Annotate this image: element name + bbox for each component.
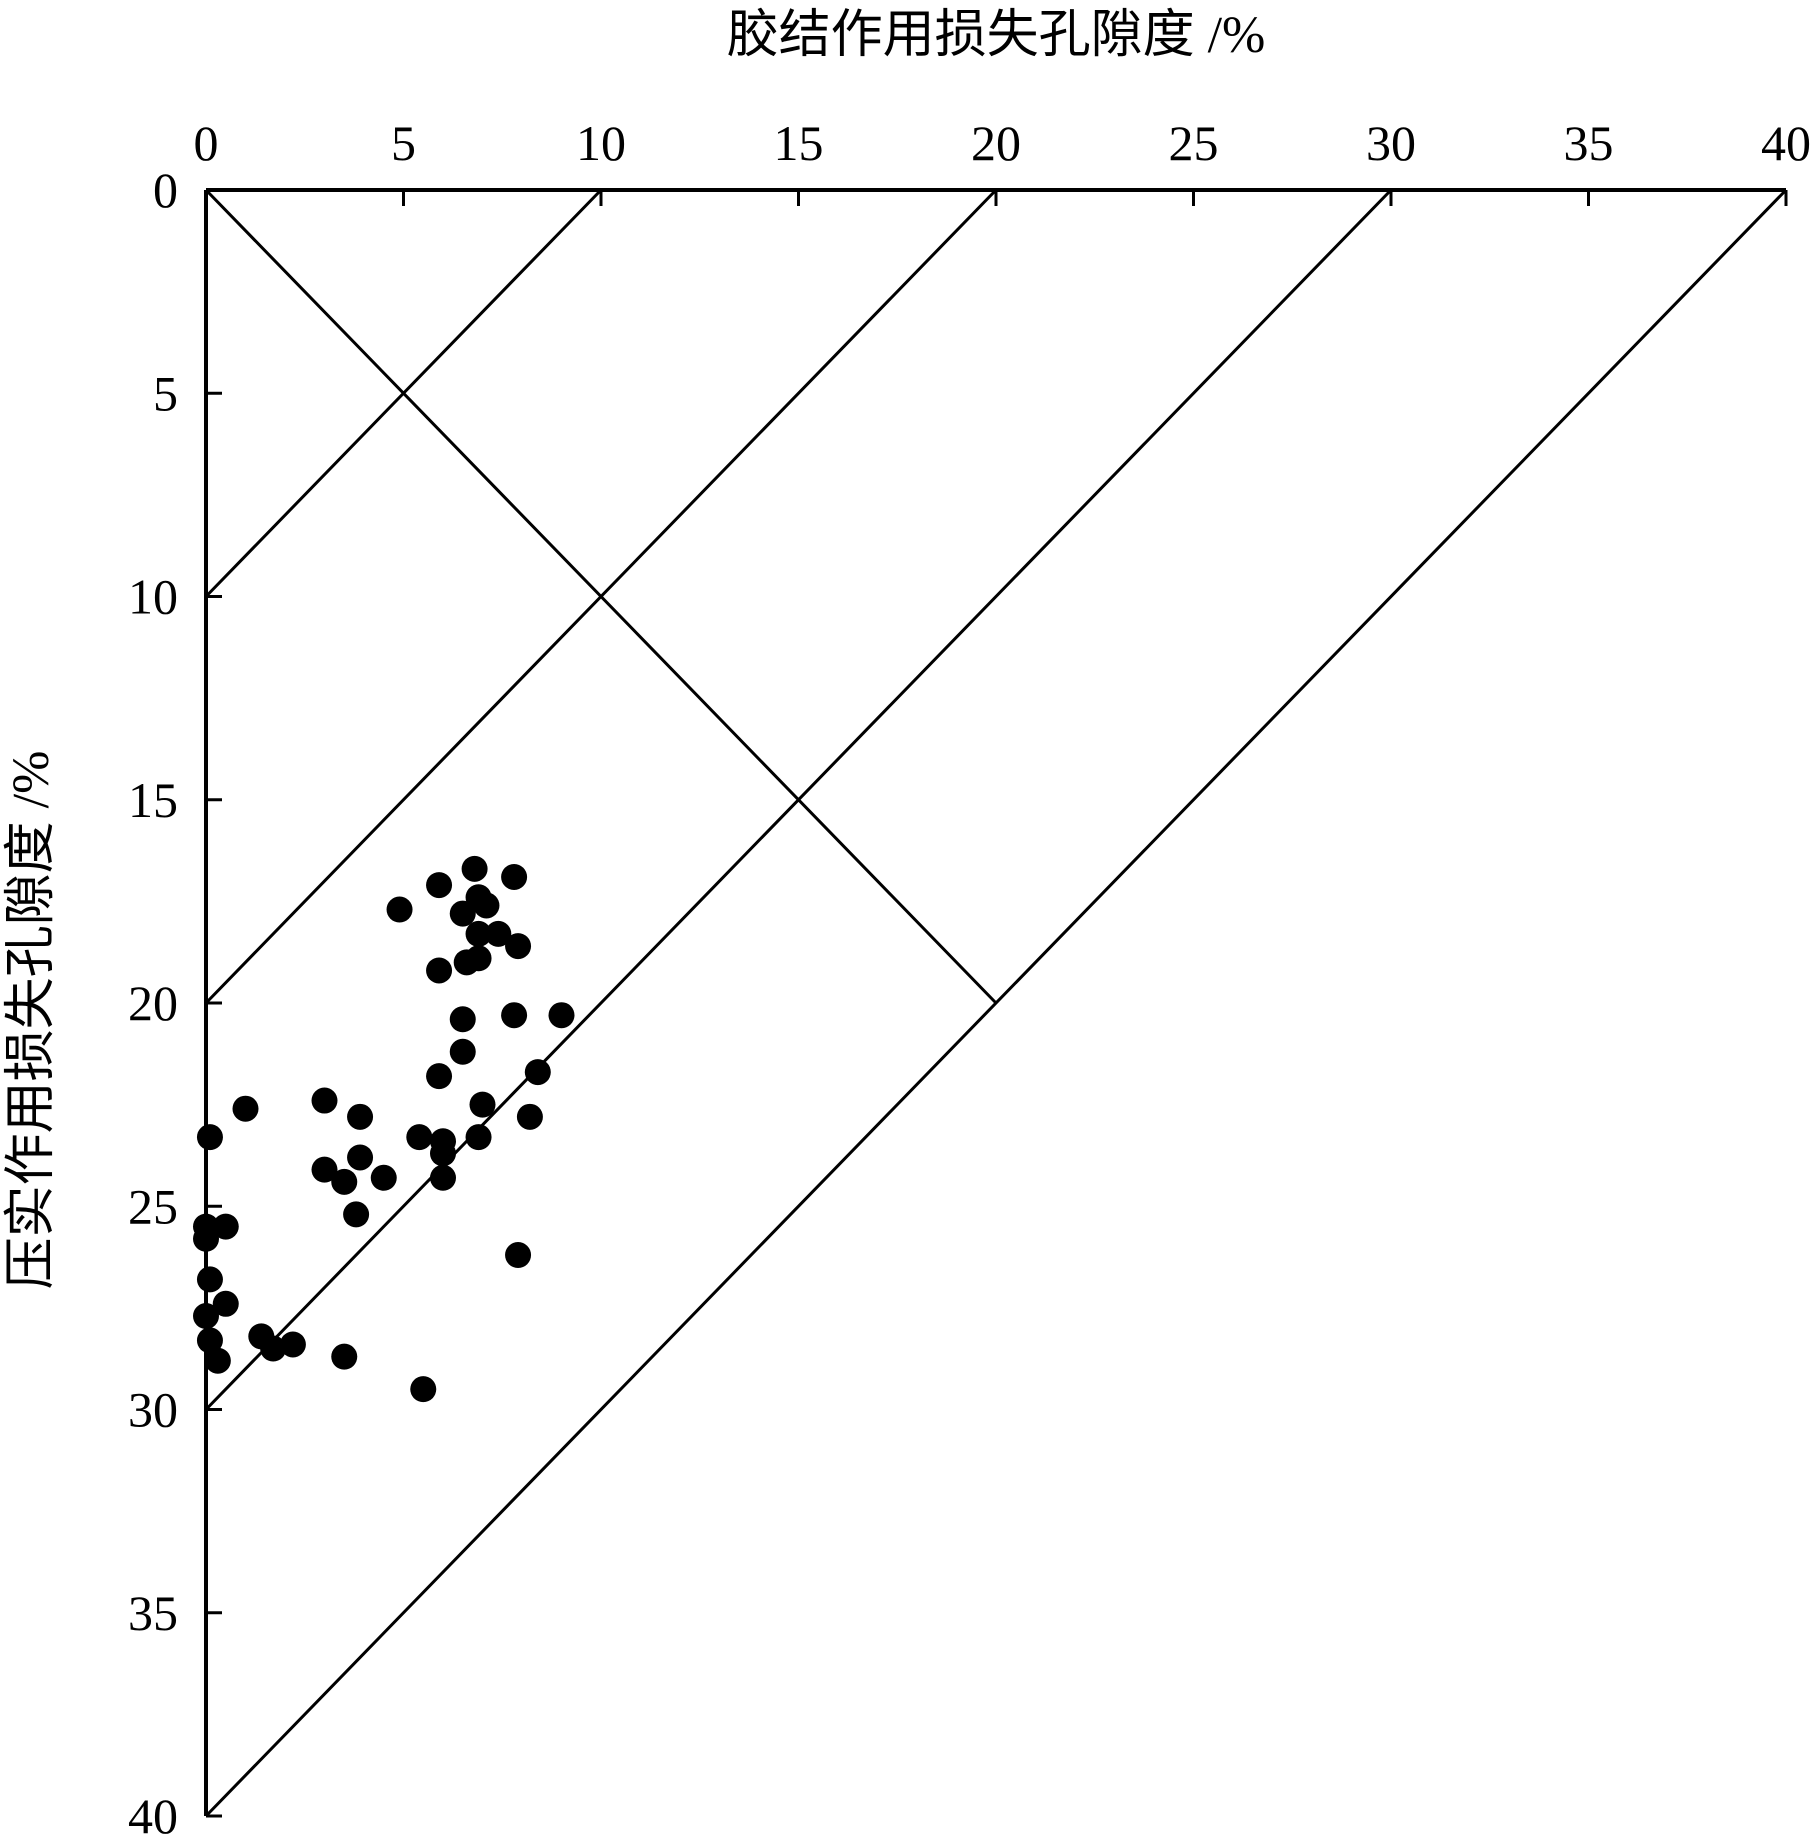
y-tick-label: 15 [128,772,178,828]
data-point [426,1063,453,1090]
x-tick-label: 20 [971,115,1021,171]
y-tick-label: 10 [128,569,178,625]
data-point [473,892,500,919]
y-tick-label: 35 [128,1585,178,1641]
y-tick-label: 5 [153,365,178,421]
data-point [260,1335,287,1362]
x-tick-label: 35 [1564,115,1614,171]
data-point [232,1095,259,1122]
x-tick-label: 5 [391,115,416,171]
data-point [196,1327,223,1354]
data-point [461,855,488,882]
data-point [516,1103,543,1130]
data-point [449,1038,476,1065]
y-tick-label: 30 [128,1382,178,1438]
data-point [485,920,512,947]
data-point [449,1006,476,1033]
data-point [469,1091,496,1118]
data-point [386,896,413,923]
data-point [193,1225,219,1252]
x-tick-label: 10 [576,115,626,171]
x-tick-label: 25 [1169,115,1219,171]
data-point [196,1266,223,1293]
data-point [548,1002,575,1029]
y-axis-title: 压实作用损失孔隙度 /% [3,751,60,1290]
data-point [311,1156,338,1183]
data-point [311,1087,338,1114]
data-point [406,1124,433,1151]
x-axis-title: 胶结作用损失孔隙度 /% [727,7,1266,64]
data-point [347,1144,374,1171]
data-point [410,1376,437,1403]
data-point [465,945,492,972]
data-point [193,1303,219,1330]
data-point [212,1290,239,1317]
x-tick-label: 0 [194,115,219,171]
data-point [426,957,453,984]
data-point [370,1164,397,1191]
data-point [347,1103,374,1130]
data-point [449,900,476,927]
data-point [331,1343,358,1370]
data-point [426,872,453,899]
data-point [505,933,532,960]
data-point [343,1201,370,1228]
data-point [505,1242,532,1269]
data-point [196,1124,223,1151]
equal-loss-diagonal [204,188,998,1005]
y-tick-label: 20 [128,975,178,1031]
data-point [212,1213,239,1240]
x-tick-label: 30 [1366,115,1416,171]
x-tick-label: 40 [1761,115,1811,171]
data-point [501,863,528,890]
data-point [465,1124,492,1151]
data-points [193,855,575,1403]
y-tick-label: 40 [128,1788,178,1834]
data-point [331,1168,358,1195]
data-point [524,1059,551,1086]
y-tick-label: 0 [153,162,178,218]
reference-lines [204,188,1788,1818]
data-point [465,920,492,947]
data-point [430,1164,456,1191]
data-point [430,1140,456,1167]
axis-ticks: 0 5 10 15 20 25 30 35 40 0 5 10 15 20 25 30 35 40 [128,115,1811,1839]
y-tick-label: 25 [128,1178,178,1234]
data-point [279,1331,306,1358]
x-tick-label: 15 [774,115,824,171]
data-point [501,1002,528,1029]
data-point [204,1347,231,1374]
